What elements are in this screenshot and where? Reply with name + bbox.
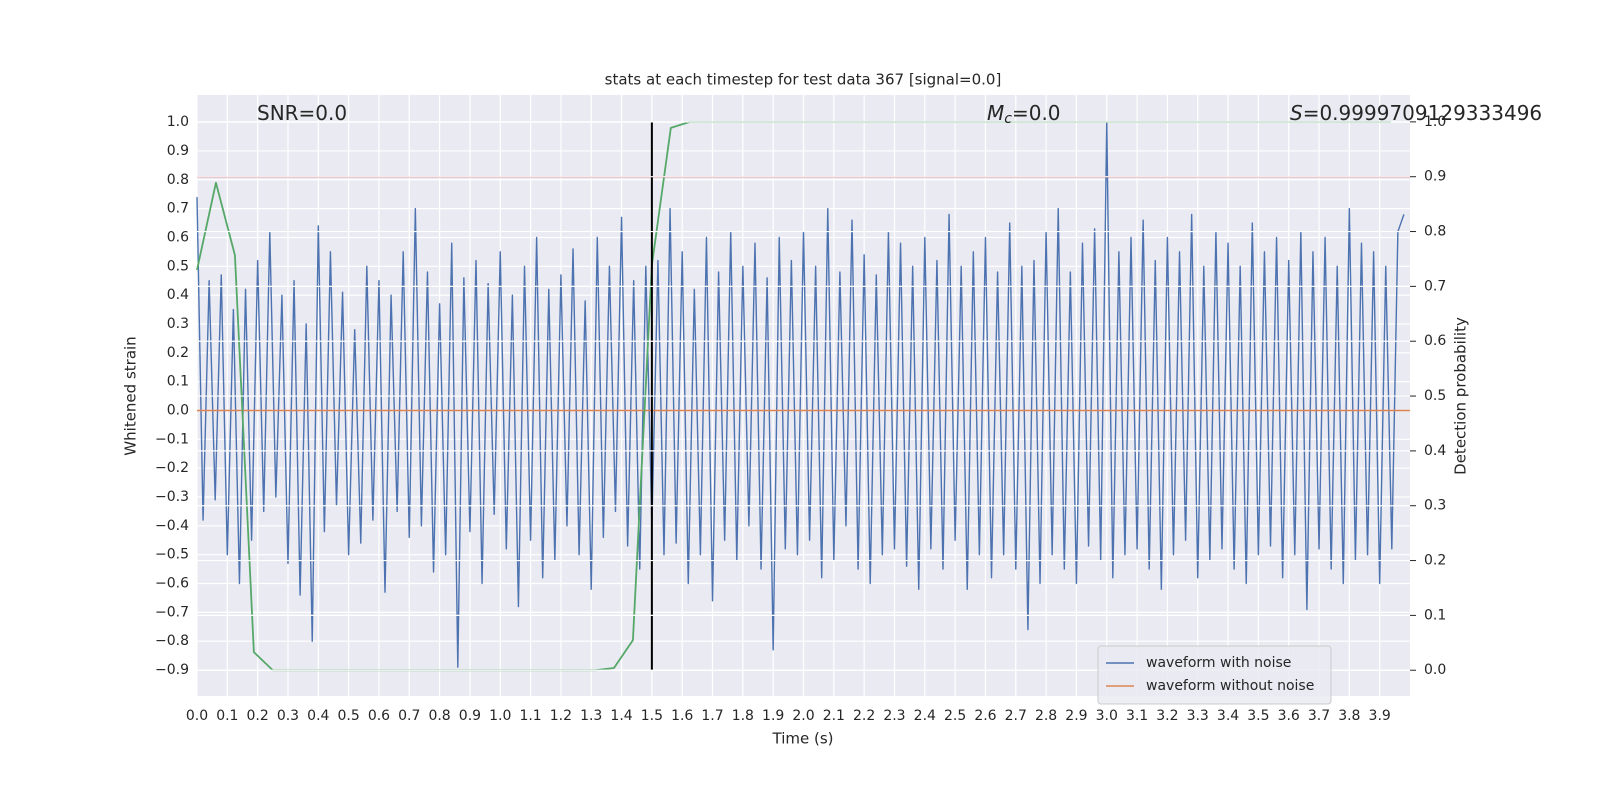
y-tick-label: 0.3: [167, 316, 189, 332]
legend-label: waveform without noise: [1146, 678, 1314, 694]
y-tick-label: 0.1: [167, 374, 189, 390]
y-axis-label: Whitened strain: [122, 336, 140, 455]
x-tick-label: 1.0: [489, 708, 511, 724]
x-tick-label: 2.2: [853, 708, 875, 724]
x-tick-label: 0.6: [368, 708, 390, 724]
y2-tick-label: 0.9: [1424, 169, 1446, 185]
x-tick-label: 0.2: [247, 708, 269, 724]
y2-tick-label: 0.8: [1424, 224, 1446, 240]
x-tick-label: 1.6: [671, 708, 693, 724]
annotation-text: =0.0: [1012, 101, 1061, 125]
x-tick-label: 2.7: [1005, 708, 1027, 724]
x-axis-label: Time (s): [772, 730, 834, 748]
y-tick-label: 0.5: [167, 258, 189, 274]
y-tick-label: −0.3: [155, 489, 189, 505]
x-tick-label: 3.6: [1278, 708, 1300, 724]
y-tick-label: 0.7: [167, 201, 189, 217]
x-tick-label: 0.0: [186, 708, 208, 724]
x-tick-label: 3.5: [1247, 708, 1269, 724]
x-tick-label: 1.3: [580, 708, 602, 724]
y2-tick-label: 0.2: [1424, 553, 1446, 569]
x-tick-label: 0.9: [459, 708, 481, 724]
chart-title: stats at each timestep for test data 367…: [605, 71, 1002, 89]
y-tick-label: 0.0: [167, 402, 189, 418]
x-tick-label: 0.7: [398, 708, 420, 724]
annotation: SNR=0.0: [257, 101, 347, 125]
annotation-symbol: M: [987, 101, 1004, 125]
x-tick-label: 1.7: [701, 708, 723, 724]
x-tick-label: 0.4: [307, 708, 329, 724]
x-tick-label: 3.2: [1156, 708, 1178, 724]
y2-tick-label: 0.0: [1424, 662, 1446, 678]
x-tick-label: 1.8: [732, 708, 754, 724]
y-tick-label: −0.4: [155, 518, 189, 534]
y-tick-label: 1.0: [167, 114, 189, 130]
x-tick-label: 2.8: [1035, 708, 1057, 724]
x-tick-label: 2.0: [792, 708, 814, 724]
y-tick-label: 0.2: [167, 345, 189, 361]
y2-tick-label: 0.1: [1424, 607, 1446, 623]
y-tick-label: −0.1: [155, 431, 189, 447]
annotation: Mc=0.0: [987, 101, 1061, 128]
y2-tick-label: 0.7: [1424, 278, 1446, 294]
y2-axis-label: Detection probability: [1452, 317, 1470, 475]
x-tick-label: 2.4: [914, 708, 936, 724]
annotation: S=0.9999709129333496: [1290, 101, 1542, 125]
y2-tick-label: 0.4: [1424, 443, 1446, 459]
y2-tick-label: 0.3: [1424, 498, 1446, 514]
x-tick-label: 2.9: [1065, 708, 1087, 724]
x-tick-label: 2.6: [974, 708, 996, 724]
x-tick-label: 2.3: [883, 708, 905, 724]
y-tick-label: −0.5: [155, 547, 189, 563]
series-line: [196, 121, 1405, 668]
y2-tick-label: 0.5: [1424, 388, 1446, 404]
y-tick-label: 0.4: [167, 287, 189, 303]
series-line: [196, 120, 1392, 672]
legend-box: [1097, 645, 1332, 705]
x-tick-label: 1.9: [762, 708, 784, 724]
y-tick-label: −0.8: [155, 633, 189, 649]
x-tick-label: 1.5: [641, 708, 663, 724]
x-tick-label: 3.1: [1126, 708, 1148, 724]
y-tick-label: −0.2: [155, 460, 189, 476]
annotation-subscript: c: [1004, 111, 1012, 127]
x-tick-label: 1.4: [610, 708, 632, 724]
x-tick-label: 2.1: [823, 708, 845, 724]
x-tick-label: 1.1: [519, 708, 541, 724]
annotation-text: SNR=0.0: [257, 101, 347, 125]
x-tick-label: 3.3: [1187, 708, 1209, 724]
legend-label: waveform with noise: [1146, 655, 1291, 671]
y-tick-label: −0.7: [155, 604, 189, 620]
annotation-text: =0.9999709129333496: [1303, 101, 1542, 125]
x-tick-label: 3.0: [1096, 708, 1118, 724]
y-tick-label: −0.9: [155, 662, 189, 678]
x-tick-label: 0.1: [216, 708, 238, 724]
annotation-symbol: S: [1290, 101, 1303, 125]
x-tick-label: 3.4: [1217, 708, 1239, 724]
x-tick-label: 0.3: [277, 708, 299, 724]
y-tick-label: 0.8: [167, 172, 189, 188]
y2-tick-label: 1.0: [1424, 114, 1446, 130]
y-tick-label: 0.6: [167, 229, 189, 245]
x-tick-label: 1.2: [550, 708, 572, 724]
y-tick-label: −0.6: [155, 576, 189, 592]
y2-tick-label: 0.6: [1424, 333, 1446, 349]
x-tick-label: 0.8: [428, 708, 450, 724]
x-tick-label: 2.5: [944, 708, 966, 724]
x-tick-label: 3.8: [1338, 708, 1360, 724]
x-tick-label: 3.7: [1308, 708, 1330, 724]
x-tick-label: 3.9: [1369, 708, 1391, 724]
x-tick-label: 0.5: [337, 708, 359, 724]
y-tick-label: 0.9: [167, 143, 189, 159]
